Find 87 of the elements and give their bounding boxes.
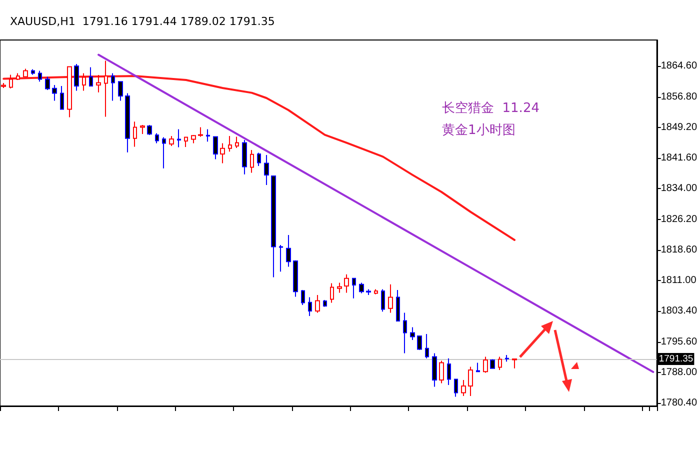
candlestick (133, 121, 137, 148)
candlestick (67, 66, 72, 118)
candlestick (104, 60, 108, 118)
candlestick (425, 334, 429, 359)
candlestick (505, 354, 509, 362)
candlestick (228, 136, 232, 152)
candlestick (468, 366, 473, 396)
candlestick (323, 300, 327, 308)
candlestick (454, 378, 458, 398)
candlestick (111, 72, 115, 102)
candlestick (125, 92, 130, 153)
candlestick (286, 234, 291, 268)
candlestick (257, 152, 261, 166)
candlestick (235, 136, 239, 148)
ref-line-label: 1791.35 (658, 354, 694, 364)
y-tick-label: 1834.00 (660, 182, 698, 194)
y-tick-label: 1803.40 (660, 305, 698, 316)
candlestick (512, 358, 517, 369)
candlestick (498, 356, 502, 370)
candlestick (461, 380, 466, 396)
candlestick (23, 68, 28, 78)
candlestick (198, 126, 203, 138)
candlestick (38, 70, 42, 82)
candlestick (213, 136, 218, 160)
candlestick (381, 288, 385, 312)
candlestick (250, 150, 254, 174)
candlestick (352, 278, 356, 299)
y-tick-label: 1841.60 (660, 152, 698, 164)
candlestick (483, 356, 488, 374)
candlestick (60, 86, 64, 110)
y-tick-label: 1864.60 (660, 60, 698, 72)
candlestick (169, 136, 174, 146)
candlestick (344, 274, 349, 294)
candlestick (31, 68, 35, 76)
candlestick (388, 284, 393, 314)
candlestick (432, 352, 437, 388)
candlestick (191, 134, 196, 144)
candlestick (52, 84, 57, 102)
y-tick-label: 1811.00 (660, 274, 697, 286)
candlestick (89, 66, 93, 86)
candlestick (264, 154, 269, 186)
y-tick-label: 1856.80 (660, 92, 698, 103)
candlestick (308, 296, 312, 316)
candlestick (140, 124, 145, 134)
candlestick (271, 176, 276, 278)
candlestick (279, 244, 283, 272)
candlestick (45, 76, 50, 90)
candlestick (9, 74, 13, 89)
candlestick (162, 136, 166, 169)
y-tick-label: 1795.60 (660, 336, 698, 348)
candlestick (118, 81, 123, 102)
candlestick (315, 294, 320, 314)
candlestick (184, 136, 188, 148)
candlestick (301, 290, 305, 306)
candlestick (82, 72, 86, 92)
candlestick (74, 64, 79, 92)
candlestick (96, 74, 101, 93)
candlestick (490, 358, 495, 369)
y-tick-label: 1780.40 (660, 397, 698, 408)
candlestick (396, 290, 400, 322)
candlestick (476, 362, 480, 372)
candlestick (155, 132, 159, 144)
candlestick (439, 360, 444, 384)
candlestick (220, 142, 225, 164)
candlestick (374, 288, 378, 295)
candlestick (293, 260, 298, 298)
candlestick (417, 336, 422, 350)
candlestick (337, 282, 342, 294)
candlestick (177, 128, 181, 148)
candlestick (330, 282, 334, 304)
candlestick (206, 128, 210, 142)
chart-title: XAUUSD,H1 1791.16 1791.44 1789.02 1791.35 (10, 15, 275, 28)
y-tick-label: 1849.20 (660, 122, 698, 134)
annotation: 长空猎金 11.24 (442, 101, 540, 116)
candlestick (1, 82, 6, 88)
candlestick (403, 312, 407, 354)
candlestick (359, 282, 364, 294)
candlestick (242, 140, 247, 175)
annotation: 黄金1小时图 (442, 123, 516, 138)
y-tick-label: 1818.60 (660, 244, 698, 256)
y-tick-label: 1788.00 (660, 366, 698, 378)
y-tick-label: 1826.20 (660, 214, 698, 226)
candlestick (410, 326, 415, 340)
candlestick (16, 72, 20, 80)
candlestick (366, 288, 371, 296)
candlestick (447, 358, 451, 386)
candlestick (147, 124, 152, 136)
